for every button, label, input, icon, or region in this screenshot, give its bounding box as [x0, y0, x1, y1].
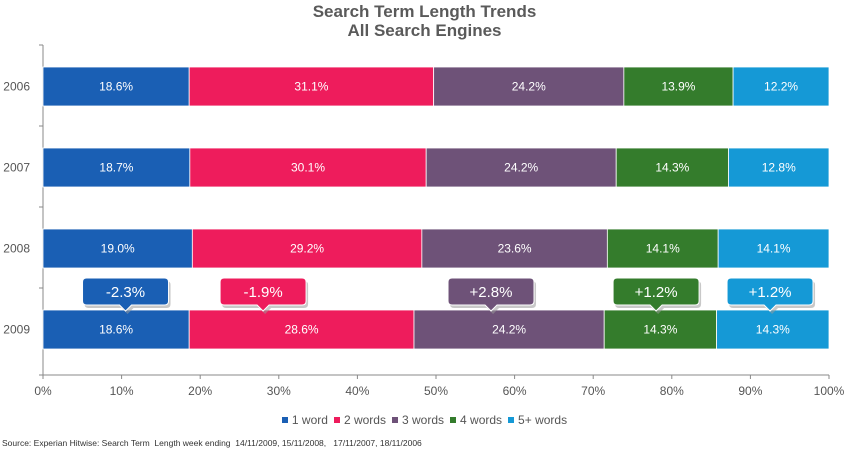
data-label: 24.2%	[492, 323, 526, 337]
legend-swatch	[333, 416, 340, 423]
change-callout	[612, 277, 700, 312]
change-callout-label: -1.9%	[243, 284, 282, 301]
data-label: 14.3%	[643, 323, 677, 337]
data-label: 14.1%	[646, 242, 680, 256]
bar-segment	[189, 147, 427, 188]
bar-segment	[615, 147, 729, 188]
change-callout-label: -2.3%	[106, 284, 145, 301]
data-label: 18.6%	[99, 80, 133, 94]
change-callout-label: +1.2%	[749, 284, 792, 301]
chart-subtitle: All Search Engines	[347, 21, 502, 40]
x-tick-label: 90%	[738, 384, 762, 398]
data-label: 14.1%	[757, 242, 791, 256]
bar-segment	[413, 309, 605, 350]
y-tick-label: 2008	[3, 242, 30, 256]
legend-item: 5+ words	[508, 413, 567, 427]
data-label: 13.9%	[661, 80, 695, 94]
legend-swatch	[281, 416, 288, 423]
bar-segment	[188, 66, 435, 107]
legend-item: 1 word	[281, 413, 328, 427]
data-label: 18.6%	[99, 323, 133, 337]
legend-swatch	[508, 416, 515, 423]
change-callout-label: +2.8%	[470, 284, 513, 301]
data-label: 24.2%	[504, 161, 538, 175]
change-callout	[726, 277, 814, 312]
x-tick-label: 70%	[581, 384, 605, 398]
x-tick-label: 50%	[424, 384, 448, 398]
x-tick-label: 20%	[188, 384, 212, 398]
x-tick-label: 0%	[34, 384, 52, 398]
x-tick-label: 10%	[110, 384, 134, 398]
data-label: 28.6%	[285, 323, 319, 337]
legend-swatch	[450, 416, 457, 423]
legend: 1 word 2 words 3 words 4 words 5+ words	[0, 413, 849, 427]
y-tick-label: 2006	[3, 80, 30, 94]
data-label: 29.2%	[290, 242, 324, 256]
change-callout	[219, 277, 307, 312]
change-callout	[447, 277, 535, 312]
legend-label: 3 words	[401, 413, 445, 427]
legend-label: 4 words	[460, 413, 503, 427]
data-label: 24.2%	[512, 80, 546, 94]
legend-item: 4 words	[450, 413, 502, 427]
data-label: 23.6%	[498, 242, 532, 256]
legend-label: 5+ words	[518, 413, 568, 427]
data-label: 12.2%	[764, 80, 798, 94]
bar-segment	[42, 147, 191, 188]
x-tick-label: 80%	[660, 384, 684, 398]
data-label: 14.3%	[655, 161, 689, 175]
bar-segment	[42, 309, 190, 350]
x-tick-label: 100%	[814, 384, 845, 398]
bar-segment	[606, 228, 719, 269]
bar-segment	[42, 66, 190, 107]
y-tick-label: 2009	[3, 323, 30, 337]
bar-segment	[717, 228, 830, 269]
bar-segment	[728, 147, 830, 188]
bar-segment	[732, 66, 830, 107]
stacked-bar-chart: 0% 10% 20% 30% 40% 50% 60% 70% 80% 90% 100% 2006 200…	[3, 44, 845, 398]
data-label: 19.0%	[101, 242, 135, 256]
bar-segment	[425, 147, 617, 188]
bar-segment	[191, 228, 423, 269]
data-label: 18.7%	[99, 161, 133, 175]
chart-title: Search Term Length Trends	[312, 2, 537, 21]
change-callout-label: +1.2%	[635, 284, 678, 301]
change-callout	[82, 277, 170, 312]
legend-item: 2 words	[333, 413, 386, 427]
x-tick-label: 40%	[345, 384, 369, 398]
legend-item: 3 words	[391, 413, 445, 427]
y-tick-label: 2007	[3, 161, 30, 175]
legend-label: 2 words	[343, 413, 386, 427]
data-label: 12.8%	[762, 161, 796, 175]
x-tick-label: 30%	[267, 384, 291, 398]
data-label: 31.1%	[294, 80, 328, 94]
legend-swatch	[391, 416, 398, 423]
bar-segment	[716, 309, 830, 350]
bar-segment	[188, 309, 415, 350]
data-label: 30.1%	[291, 161, 325, 175]
source-note: Source: Experian Hitwise: Search Term Le…	[2, 438, 422, 448]
x-tick-label: 60%	[503, 384, 527, 398]
data-label: 14.3%	[756, 323, 790, 337]
legend-label: 1 word	[291, 413, 328, 427]
